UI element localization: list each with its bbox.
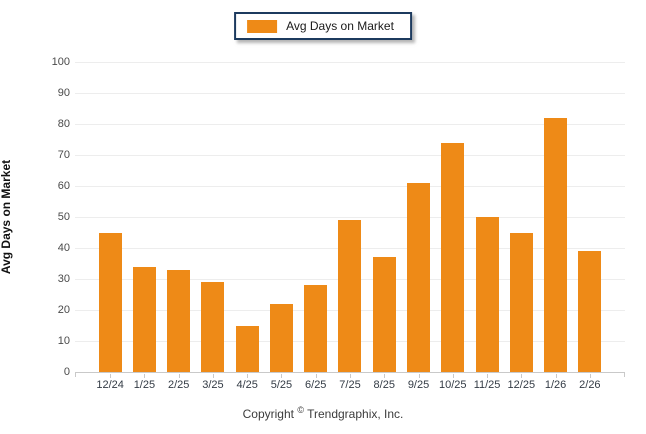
y-tick-label-70: 70 [57,149,70,161]
gridline-80 [75,124,625,125]
gridline-90 [75,93,625,94]
y-tick-label-10: 10 [57,335,70,347]
y-tick-label-40: 40 [57,242,70,254]
x-label-10/25: 10/25 [439,379,467,391]
y-tick-label-100: 100 [51,56,70,68]
x-label-1/25: 1/25 [133,379,156,391]
legend-swatch-avg-days [247,19,278,33]
bar-cell-5/25 [264,62,298,378]
copyright-text: Copyright © Trendgraphix, Inc. [0,405,646,421]
bar-cell-10/25 [436,62,470,378]
x-label-12/24: 12/24 [96,379,124,391]
bar-2/26 [578,251,602,372]
bar-cell-9/25 [401,62,435,378]
bar-4/25 [235,325,259,372]
y-tick-label-0: 0 [63,366,70,378]
bar-cell-11/25 [470,62,504,378]
bar-12/24 [98,232,122,372]
y-tick-label-20: 20 [57,304,70,316]
x-tick-1/25 [144,374,146,378]
x-tick-8/25 [384,374,386,378]
copyright-company: Trendgraphix, Inc. [307,407,404,421]
x-label-5/25: 5/25 [270,379,293,391]
x-label-12/25: 12/25 [507,379,536,391]
bar-cell-12/25 [504,62,538,378]
bar-3/25 [201,282,225,372]
x-label-6/25: 6/25 [305,379,327,391]
bar-cell-4/25 [230,62,264,378]
bar-cell-6/25 [299,62,333,378]
x-label-11/25: 11/25 [473,379,501,391]
y-tick-label-80: 80 [57,118,70,130]
bar-cell-12/24 [93,62,127,378]
x-tick-1/26 [555,374,557,378]
bar-2/25 [167,269,191,372]
bars-row [75,62,625,378]
gridline-60 [75,186,625,187]
bar-6/25 [304,285,328,372]
legend-label-avg-days: Avg Days on Market [286,19,394,33]
copyright-symbol: © [297,405,304,415]
copyright-word: Copyright [242,407,294,421]
bar-cell-8/25 [367,62,401,378]
bar-7/25 [338,220,362,372]
gridline-70 [75,155,625,156]
x-axis-right-tick [624,372,625,377]
x-tick-10/25 [452,374,454,378]
x-label-8/25: 8/25 [373,379,395,391]
x-tick-11/25 [487,374,489,378]
x-tick-2/25 [178,374,180,378]
x-tick-5/25 [281,374,283,378]
gridline-100 [75,62,625,63]
y-axis-title: Avg Days on Market [0,159,13,275]
y-tick-label-50: 50 [57,211,70,223]
bar-cell-2/26 [573,62,607,378]
x-label-2/26: 2/26 [579,379,601,391]
bar-11/25 [475,217,499,372]
bar-cell-1/25 [127,62,161,378]
gridline-50 [75,217,625,218]
x-axis-labels: 12/24 1/25 2/25 3/25 4/25 5/25 6/25 7/25 8/25 9/2… [75,379,625,391]
y-tick-label-60: 60 [57,180,70,192]
x-tick-6/25 [315,374,317,378]
x-tick-12/25 [521,374,523,378]
x-tick-4/25 [247,374,249,378]
x-label-3/25: 3/25 [202,379,224,391]
bar-cell-7/25 [333,62,367,378]
x-label-4/25: 4/25 [236,379,258,391]
y-tick-label-90: 90 [57,87,70,99]
bar-5/25 [269,303,293,372]
x-axis-left-tick [75,372,76,377]
bar-cell-2/25 [162,62,196,378]
bar-cell-3/25 [196,62,230,378]
plot-area [75,62,625,378]
bar-cell-1/26 [538,62,572,378]
x-label-9/25: 9/25 [407,379,430,391]
bar-9/25 [407,182,431,372]
bar-1/26 [544,117,568,372]
bar-10/25 [441,142,465,372]
bar-8/25 [372,257,396,372]
x-label-7/25: 7/25 [339,379,361,391]
x-tick-3/25 [212,374,214,378]
x-tick-7/25 [349,374,351,378]
x-axis-line [75,372,625,373]
bar-12/25 [509,232,533,372]
chart-legend: Avg Days on Market [234,12,412,40]
x-label-2/25: 2/25 [167,379,190,391]
bar-1/25 [132,266,156,372]
x-tick-12/24 [110,374,112,378]
x-label-1/26: 1/26 [544,379,567,391]
x-tick-9/25 [418,374,420,378]
y-tick-label-30: 30 [57,273,70,285]
x-tick-2/26 [589,374,591,378]
